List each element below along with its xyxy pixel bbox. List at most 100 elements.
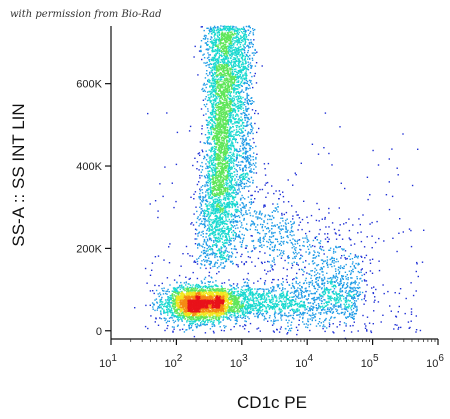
data-point [358,282,360,284]
data-point [240,39,243,42]
data-point [240,314,242,317]
data-point [210,248,212,250]
data-point [282,306,284,308]
data-point [316,290,318,293]
data-point [351,258,354,260]
data-point [301,304,303,306]
data-point [209,214,212,217]
data-point [388,158,390,160]
data-point [232,161,234,163]
data-point [180,318,182,320]
data-point [236,189,239,191]
data-point [333,305,336,307]
data-point [247,94,250,97]
data-point [205,200,208,202]
data-point [290,220,292,223]
data-point [293,312,295,315]
data-point [230,151,232,154]
data-point [309,329,311,332]
data-point [245,77,247,79]
data-point [335,308,337,310]
data-point [364,280,366,282]
data-point [213,253,215,255]
data-point [346,282,349,284]
data-point [244,74,246,76]
data-point [357,298,359,300]
data-point [255,312,258,315]
data-point [210,96,212,98]
data-point [239,35,242,37]
data-point [306,237,308,239]
data-point [328,295,330,298]
data-point [233,57,235,59]
data-point [285,219,287,222]
data-point [229,237,231,239]
data-point [228,147,230,149]
data-point [240,116,242,118]
data-point [292,257,294,260]
data-point [296,277,298,279]
data-point [166,309,169,311]
data-point [273,250,275,252]
data-point [213,68,216,70]
data-point [241,241,243,244]
data-point [156,302,159,304]
data-point [266,292,268,294]
data-point [249,30,252,33]
data-point [313,274,316,277]
data-point [335,233,337,235]
data-point [243,37,246,39]
data-point [349,290,351,292]
data-point [247,69,250,71]
data-point [250,122,252,124]
data-point [199,174,201,177]
data-point [188,320,190,322]
data-point [243,175,245,177]
data-point [261,295,264,297]
data-point [393,328,395,330]
data-point [159,294,162,296]
data-point [226,195,228,197]
data-point [342,249,344,251]
data-point [307,306,309,308]
data-point [199,154,201,156]
data-point [231,172,233,175]
data-point [207,166,209,168]
data-point [351,297,353,300]
data-point [277,313,279,315]
data-point [210,168,213,170]
data-point [251,129,253,131]
data-point [366,176,369,178]
data-point [216,26,219,28]
data-point [232,233,234,236]
data-point [162,303,164,306]
data-point [226,204,229,206]
data-point [236,173,238,176]
data-point [306,312,309,314]
data-point [221,228,223,230]
data-point [161,308,164,310]
data-point [278,301,280,303]
data-point [197,243,199,246]
data-point [328,207,330,210]
data-point [203,35,206,37]
data-point [248,107,250,110]
data-point [244,173,247,175]
data-point [229,126,231,128]
data-point [308,295,310,297]
data-point [280,308,282,311]
data-point [330,307,332,309]
data-point [358,293,360,295]
data-point [304,312,306,314]
data-point [161,304,163,306]
data-point [229,147,232,149]
data-point [235,233,237,235]
data-point [231,184,233,186]
data-point [354,289,356,291]
data-point [203,239,206,242]
data-point [210,150,212,153]
data-point [201,281,203,284]
data-point [280,252,282,254]
data-point [230,202,232,205]
data-point [220,329,223,332]
